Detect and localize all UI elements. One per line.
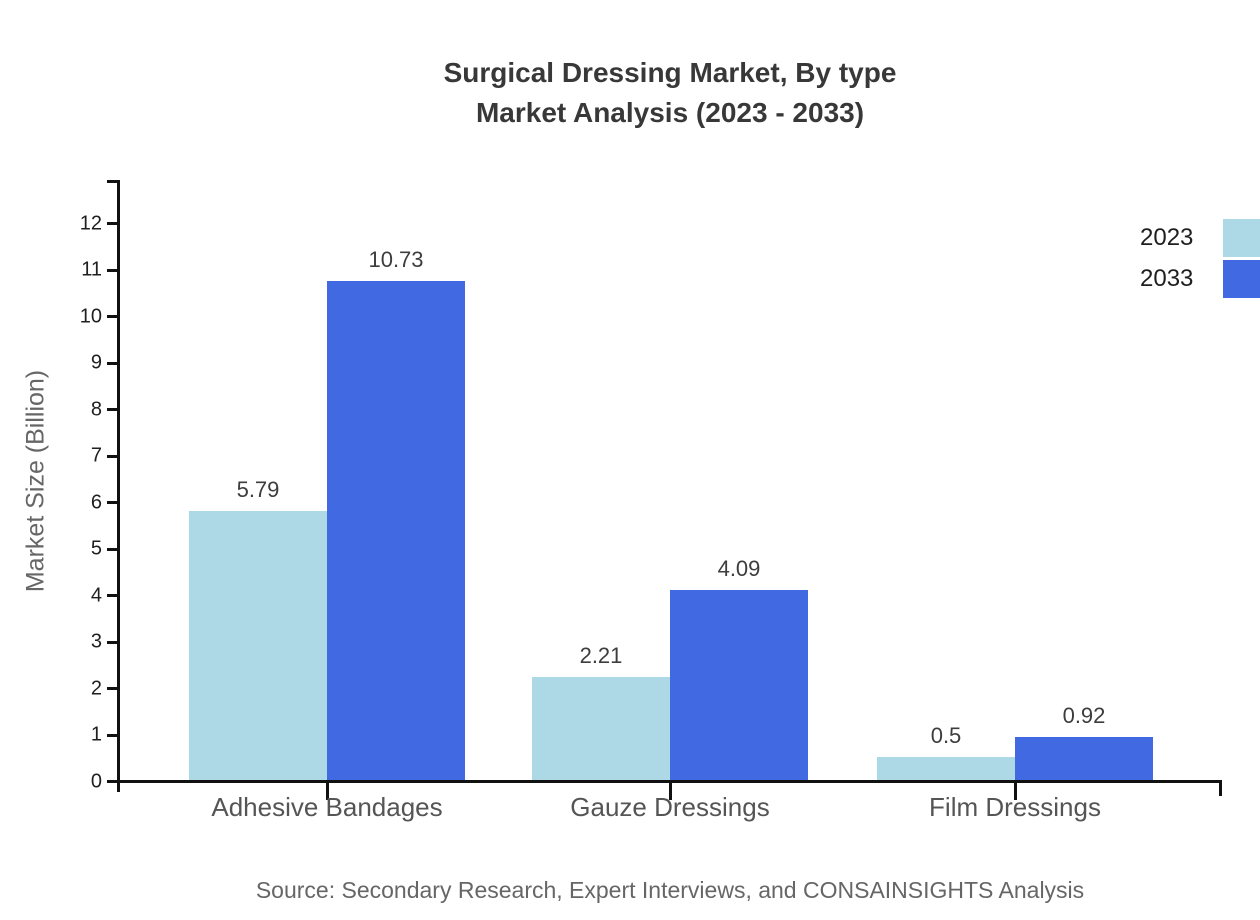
bar-2033-adhesive-bandages [327, 281, 465, 780]
legend-row-2033: 2033 [1140, 260, 1260, 298]
x-tick [668, 780, 672, 800]
x-tick [325, 780, 329, 800]
y-tick [107, 501, 117, 504]
bar-2023-adhesive-bandages [189, 510, 327, 780]
y-tick-label: 9 [90, 351, 102, 374]
bar-value-label: 2.21 [579, 643, 623, 669]
legend-label-2033: 2033 [1140, 265, 1194, 292]
y-tick [107, 408, 117, 411]
bar-2033-film-dressings [1015, 737, 1153, 780]
y-tick-label: 5 [90, 537, 102, 560]
x-tick [1013, 780, 1017, 800]
bar-2023-film-dressings [877, 756, 1015, 780]
bar-2023-gauze-dressings [532, 677, 670, 780]
x-axis-category-label: Gauze Dressings [570, 792, 770, 822]
y-tick [107, 361, 117, 365]
chart-title-line-2: Market Analysis (2023 - 2033) [475, 97, 865, 128]
bar-2033-gauze-dressings [670, 589, 808, 780]
legend-label-2023: 2023 [1140, 224, 1194, 251]
bar-value-label: 0.92 [1062, 703, 1106, 729]
y-tick-label: 7 [90, 444, 102, 467]
y-tick [107, 733, 117, 737]
y-tick [107, 687, 117, 690]
legend-swatch-2033 [1223, 260, 1260, 298]
y-tick [107, 454, 117, 458]
y-axis-top-cap [107, 180, 120, 183]
y-tick-label: 1 [90, 723, 102, 746]
y-tick [107, 594, 117, 597]
y-tick [107, 222, 117, 225]
y-tick-label: 12 [79, 212, 102, 234]
y-tick [107, 780, 117, 783]
x-axis-category-label: Adhesive Bandages [211, 792, 443, 822]
x-axis-category-label: Film Dressings [929, 792, 1101, 822]
y-tick [107, 640, 117, 644]
y-tick [107, 315, 117, 318]
y-tick-label: 6 [90, 491, 102, 513]
chart-title-line-1: Surgical Dressing Market, By type [443, 57, 897, 88]
bar-value-label: 10.73 [368, 247, 424, 273]
y-tick-label: 4 [90, 584, 102, 606]
x-axis-end-cap [1219, 780, 1222, 796]
bar-value-label: 5.79 [236, 476, 280, 502]
legend-swatch-2023 [1223, 219, 1260, 257]
y-tick-label: 3 [90, 630, 102, 653]
chart-title: Surgical Dressing Market, By type Market… [117, 53, 1223, 133]
y-tick-label: 0 [90, 770, 102, 792]
y-axis-line [117, 180, 120, 792]
y-tick [107, 268, 117, 272]
source-note: Source: Secondary Research, Expert Inter… [255, 877, 1085, 903]
bar-value-label: 0.5 [930, 722, 962, 748]
legend-row-2023: 2023 [1140, 219, 1260, 257]
y-tick-label: 11 [81, 258, 102, 281]
y-tick-label: 2 [90, 677, 102, 699]
y-tick-label: 10 [79, 305, 102, 327]
y-tick-label: 8 [90, 398, 102, 420]
bar-value-label: 4.09 [717, 555, 761, 581]
y-tick [107, 547, 117, 551]
